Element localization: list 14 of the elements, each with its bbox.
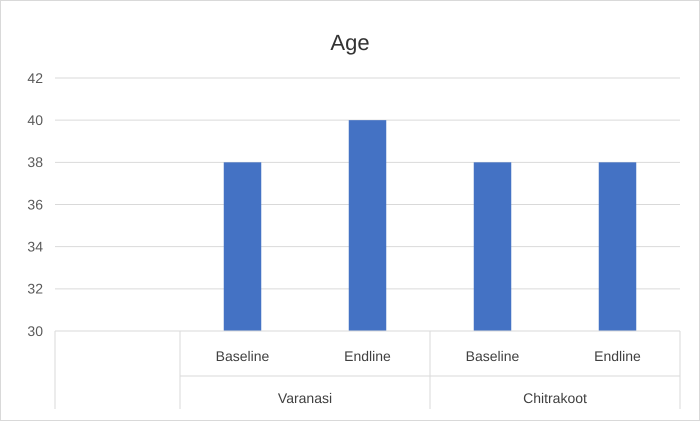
y-tick-label: 32 [27,280,44,297]
y-tick-label: 38 [27,154,44,170]
text: Varanasi [278,390,332,406]
x-tick-label: Endline [594,348,642,364]
y-tick-label: 34 [27,238,44,255]
x-tick-label: Baseline [216,348,270,364]
x-tick-label: Baseline [466,348,520,364]
y-tick-label: 36 [27,196,44,212]
y-tick-label: 42 [27,70,44,86]
y-tick-label: 30 [27,322,44,339]
text: Chitrakoot [523,390,588,406]
chart-title: Age [330,30,370,55]
x-tick-label: Endline [344,348,392,364]
y-tick-label: 40 [27,112,44,128]
